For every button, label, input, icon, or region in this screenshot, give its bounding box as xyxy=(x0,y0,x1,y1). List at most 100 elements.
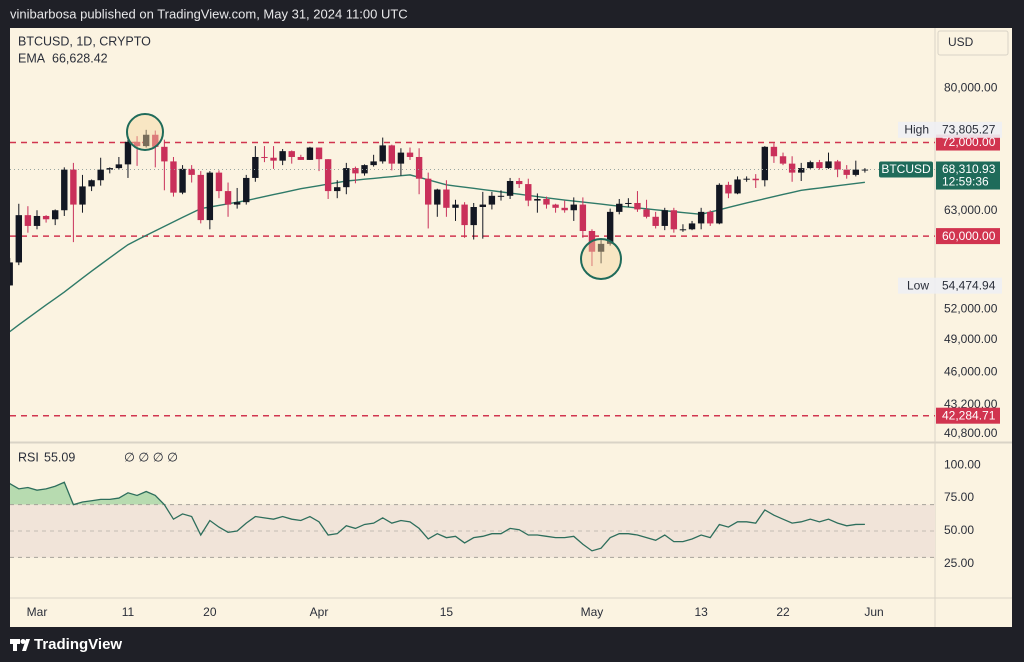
x-tick-label: Jun xyxy=(864,605,883,619)
candle-body xyxy=(861,169,869,171)
candle-body xyxy=(716,184,723,224)
candle-body xyxy=(461,204,468,226)
candle-body xyxy=(115,164,123,169)
candle-body xyxy=(652,216,659,226)
candle-body xyxy=(24,215,32,226)
candle-body xyxy=(397,152,405,164)
candle-body xyxy=(679,229,687,231)
candle-body xyxy=(79,186,86,205)
candle-body xyxy=(88,180,95,187)
candle-body xyxy=(697,211,705,224)
rsi-line xyxy=(10,481,865,552)
candle-body xyxy=(206,172,214,221)
candle-body xyxy=(152,134,159,147)
candle-body xyxy=(324,159,332,192)
extreme-box xyxy=(898,121,1002,138)
candle-body xyxy=(443,189,450,208)
y-tick-label: 25.00 xyxy=(944,556,974,570)
y-tick-label: 63,000.00 xyxy=(944,203,998,217)
candle-body xyxy=(597,243,605,252)
candle-body xyxy=(761,146,769,181)
candle-body xyxy=(124,141,132,165)
candle-body xyxy=(606,211,614,244)
candle-body xyxy=(161,146,168,162)
candle-body xyxy=(270,157,277,161)
candle-body xyxy=(506,180,514,196)
logo-part xyxy=(13,639,17,651)
extreme-name: High xyxy=(904,122,929,136)
candle-body xyxy=(51,210,59,220)
ema-legend-value: 66,628.42 xyxy=(52,51,108,65)
candle-body xyxy=(788,163,796,173)
y-tick-label: 100.00 xyxy=(944,457,981,471)
tv-logo xyxy=(10,639,30,651)
candle-body xyxy=(779,156,787,164)
level-label-box xyxy=(936,134,1000,151)
candle-body xyxy=(634,202,641,210)
last-price-label: 68,310.93 xyxy=(942,162,996,176)
rsi-legend-value: 55.09 xyxy=(44,450,75,464)
candle-body xyxy=(315,147,323,160)
candle-body xyxy=(515,180,523,185)
ema-legend-name: EMA xyxy=(18,51,46,65)
rsi-legend-name: RSI xyxy=(18,450,39,464)
candle-body xyxy=(798,168,805,173)
candle-body xyxy=(415,156,423,179)
candle-body xyxy=(288,151,295,157)
rsi-pane xyxy=(10,481,935,558)
candle-body xyxy=(334,187,341,192)
candle-body xyxy=(734,179,741,194)
candle-body xyxy=(170,161,177,193)
candle-body xyxy=(543,198,550,205)
logo-part xyxy=(22,639,30,651)
candle-body xyxy=(561,207,568,211)
logo-part xyxy=(20,639,26,644)
x-tick-label: May xyxy=(581,605,604,619)
currency: USD xyxy=(948,35,974,49)
candle-body xyxy=(252,156,259,178)
candle-body xyxy=(379,145,386,162)
extreme-name: Low xyxy=(907,278,929,292)
x-tick-label: Apr xyxy=(310,605,329,619)
candle-body xyxy=(752,178,759,181)
candle-body xyxy=(552,204,559,208)
y-tick-label: 50.00 xyxy=(944,523,974,537)
candle-body xyxy=(97,169,104,181)
rsi-overbought-fill xyxy=(10,482,865,505)
y-tick-label: 80,000.00 xyxy=(944,81,998,95)
highlight-circle xyxy=(126,113,164,151)
candle-body xyxy=(525,184,532,201)
candle-body xyxy=(834,161,841,170)
y-tick-label: 75.00 xyxy=(944,490,974,504)
candle-body xyxy=(534,198,541,201)
candle-body xyxy=(497,195,505,197)
candle-body xyxy=(470,207,477,226)
candle-body xyxy=(370,161,377,166)
last-price-box xyxy=(936,161,1000,190)
candle-body xyxy=(770,146,778,157)
candle-body xyxy=(297,156,305,160)
countdown: 12:59:36 xyxy=(942,175,989,189)
level-label-box xyxy=(936,407,1000,424)
y-tick-label: 40,800.00 xyxy=(944,426,998,440)
candle-body xyxy=(306,147,314,160)
candle-body xyxy=(361,165,368,174)
candle-body xyxy=(224,191,232,205)
extreme-value: 54,474.94 xyxy=(942,278,996,292)
level-label: 60,000.00 xyxy=(942,229,996,243)
candle-body xyxy=(452,204,459,208)
x-tick-label: Mar xyxy=(27,605,48,619)
candle-body xyxy=(725,184,732,194)
candle-body xyxy=(243,177,250,203)
level-label-box xyxy=(936,228,1000,245)
candle-body xyxy=(133,141,141,147)
x-tick-label: 13 xyxy=(694,605,708,619)
symbol-tag-box xyxy=(879,161,933,178)
candle-body xyxy=(616,203,623,212)
y-tick-label: 49,000.00 xyxy=(944,332,998,346)
currency-box[interactable] xyxy=(937,30,1009,56)
candle-body xyxy=(42,215,50,220)
y-tick-label: 52,000.00 xyxy=(944,302,998,316)
